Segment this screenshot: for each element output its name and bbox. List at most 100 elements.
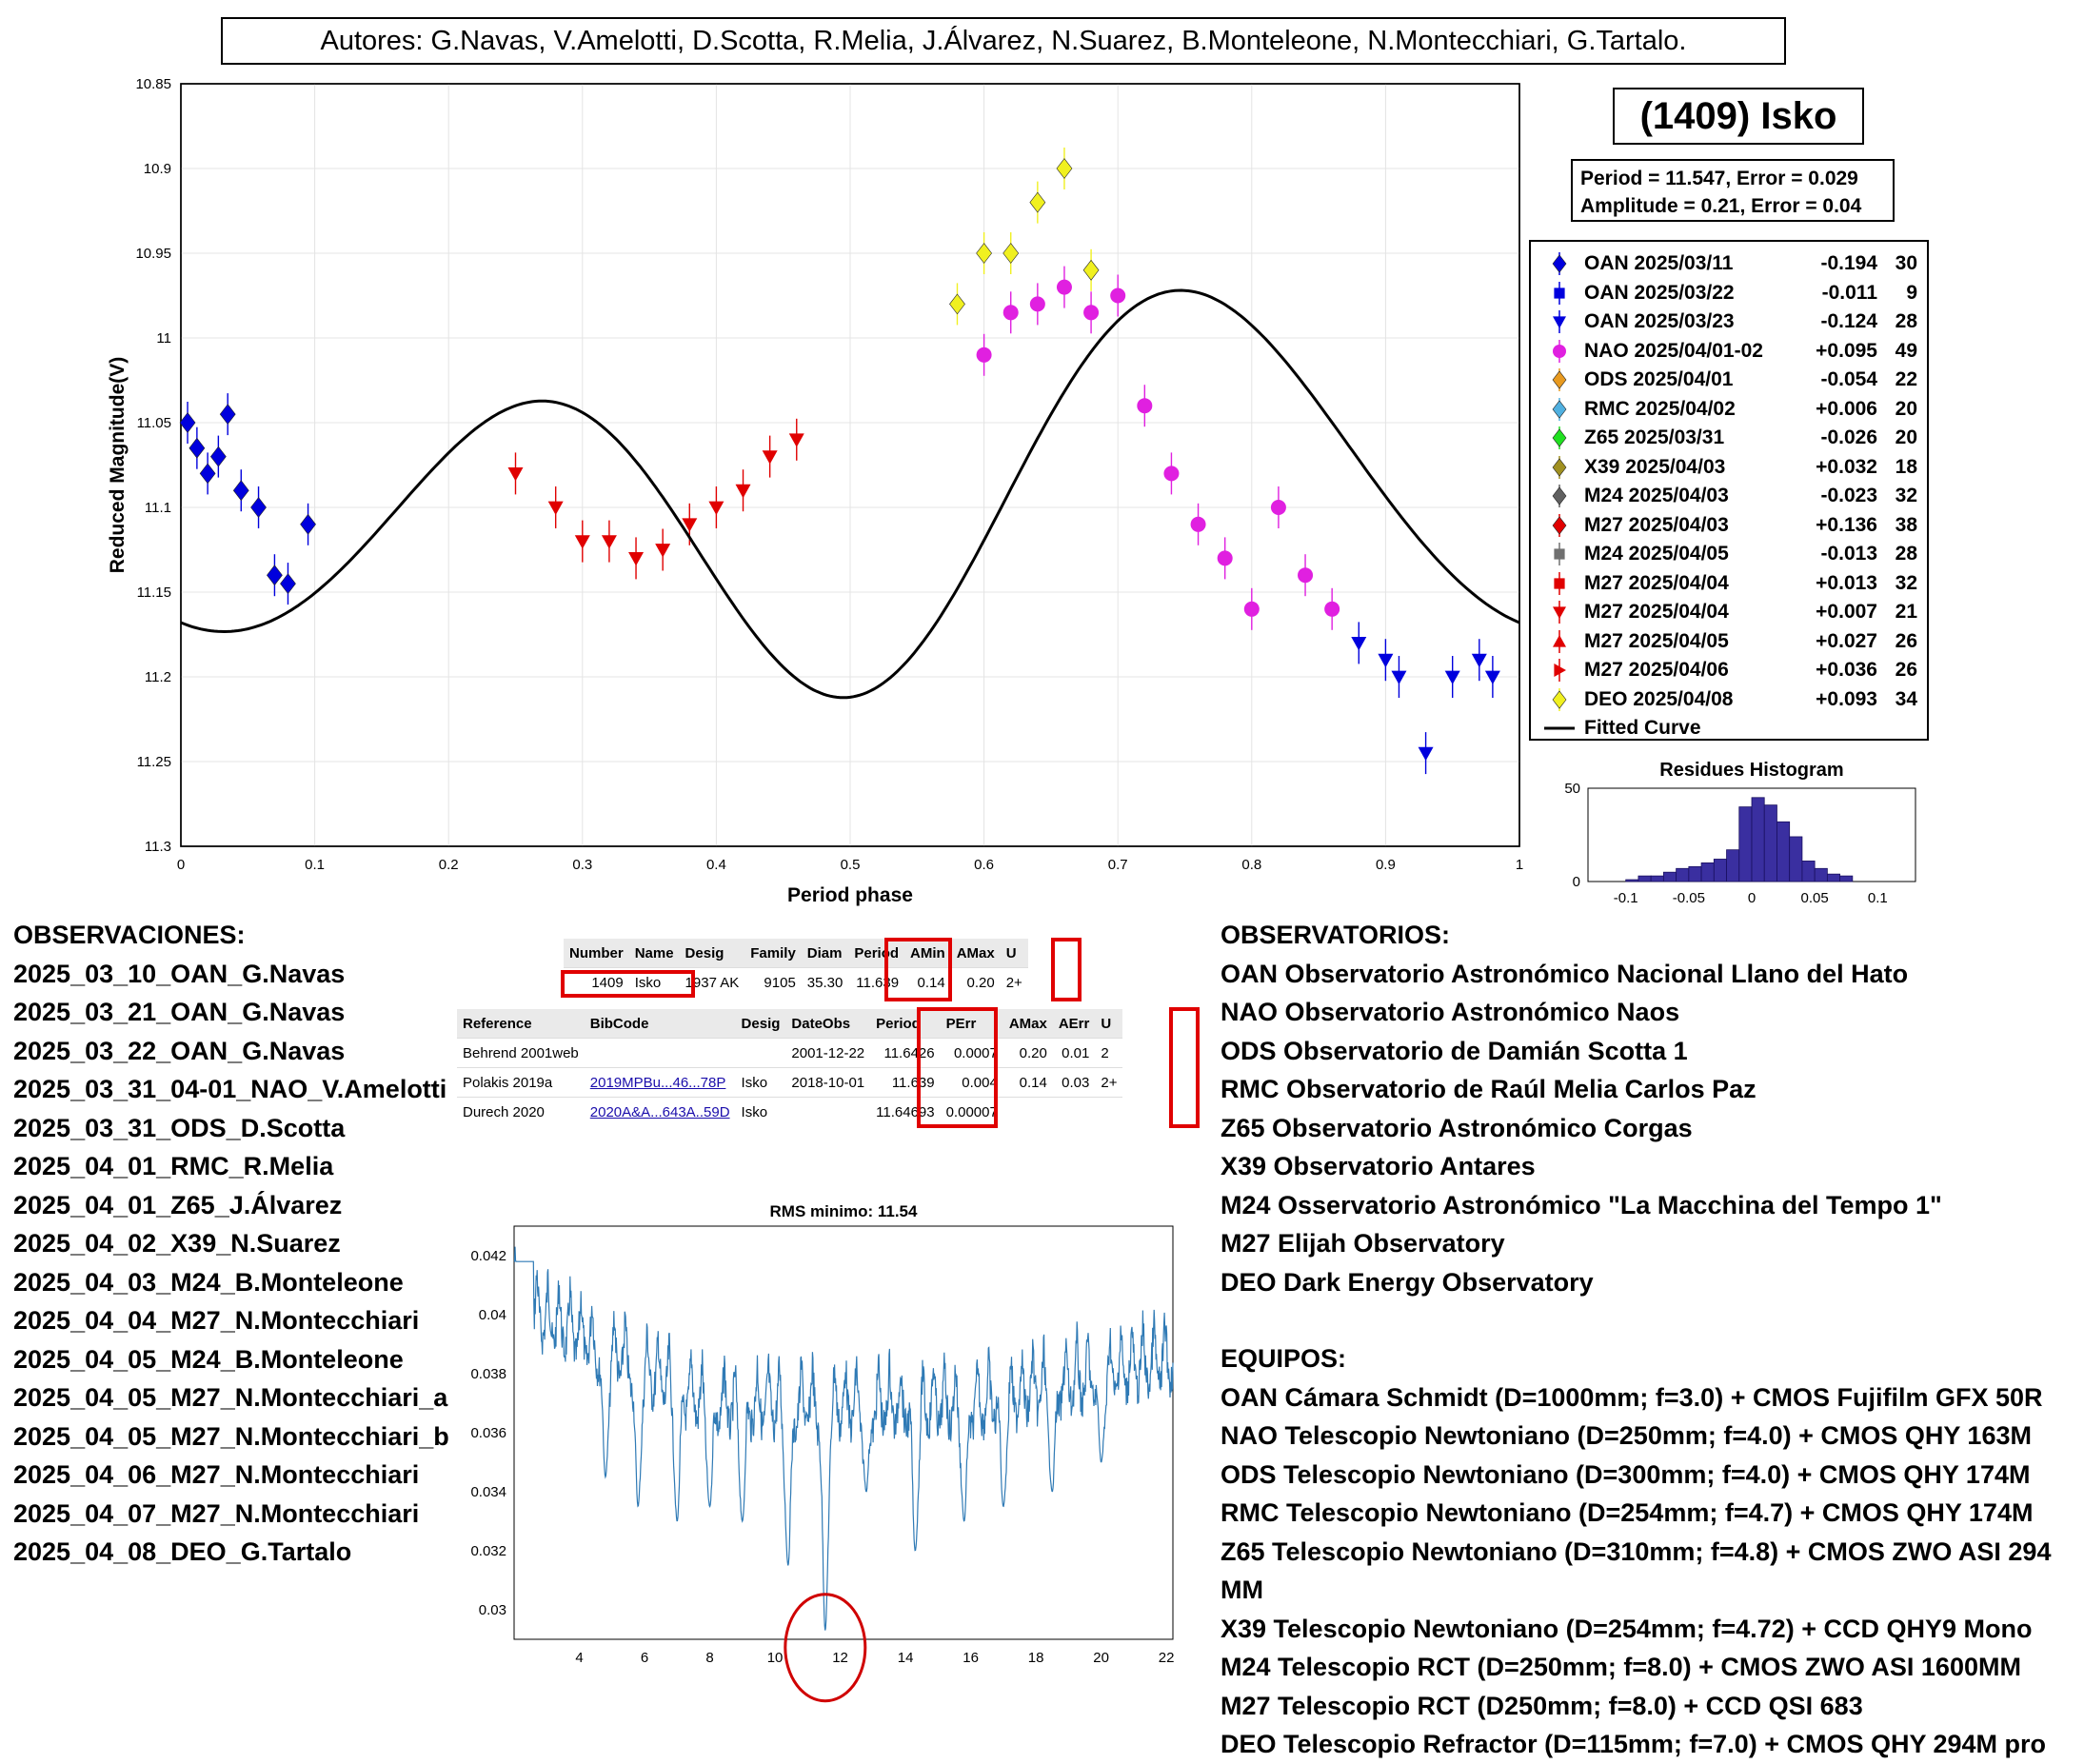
observation-item: 2025_04_08_DEO_G.Tartalo bbox=[13, 1537, 352, 1566]
legend-marker bbox=[1552, 370, 1567, 389]
histogram-bar bbox=[1839, 875, 1854, 882]
histogram-bar bbox=[1700, 862, 1715, 882]
data-point bbox=[682, 518, 698, 532]
legend-marker-icon bbox=[1553, 629, 1566, 653]
data-point bbox=[574, 535, 590, 549]
data-point bbox=[1418, 746, 1434, 762]
legend-marker-icon bbox=[1552, 368, 1567, 391]
observatory-item: ODS Observatorio de Damián Scotta 1 bbox=[1221, 1036, 1688, 1065]
data-point bbox=[1163, 466, 1180, 482]
legend-marker-icon bbox=[1544, 726, 1575, 730]
table-row: Behrend 2001web 2001-12-22 11.6426 0.0007 0.… bbox=[457, 1038, 1123, 1068]
bibcode-link[interactable]: 2020A&A...643A..59D bbox=[584, 1097, 736, 1126]
leg-n-text: 26 bbox=[1895, 629, 1917, 652]
legend-entry: OAN 2025/03/11 -0.194 30 bbox=[1531, 249, 1927, 278]
legend-marker bbox=[1552, 515, 1567, 535]
bibcode-link[interactable]: 2019MPBu...46...78P bbox=[584, 1067, 736, 1098]
leg-off-text: +0.093 bbox=[1816, 687, 1877, 710]
legend-entry: M27 2025/04/05 +0.027 26 bbox=[1531, 627, 1927, 656]
leg-off-text: -0.026 bbox=[1820, 426, 1877, 448]
rms-frame bbox=[513, 1225, 1174, 1640]
legend-marker-icon bbox=[1552, 397, 1567, 421]
rms-x-tick: 4 bbox=[575, 1650, 583, 1666]
observation-item: 2025_04_01_Z65_J.Álvarez bbox=[13, 1190, 343, 1219]
data-point bbox=[762, 450, 778, 465]
data-point bbox=[1378, 653, 1394, 668]
leg-name-text: M27 2025/04/03 bbox=[1584, 513, 1729, 536]
data-point bbox=[1082, 259, 1100, 281]
x-tick-label: 0.9 bbox=[1376, 857, 1396, 873]
data-point bbox=[1444, 670, 1460, 684]
legend-marker bbox=[1554, 548, 1565, 560]
data-point bbox=[267, 565, 283, 586]
histogram-y-tick: 50 bbox=[1564, 781, 1580, 797]
leg-name-text: M27 2025/04/04 bbox=[1584, 601, 1729, 623]
table-header: U bbox=[1000, 939, 1028, 968]
legend-marker bbox=[1552, 254, 1567, 273]
leg-n-text: 26 bbox=[1895, 659, 1917, 681]
data-point bbox=[1137, 398, 1153, 414]
equipment-item: ODS Telescopio Newtoniano (D=300mm; f=4.… bbox=[1221, 1459, 2031, 1489]
rms-periodogram: RMS minimo: 11.54 4 6 8 10 12 14 16 18 20 22 0.03 0.… bbox=[470, 1202, 1174, 1703]
legend-entry: NAO 2025/04/01-02 +0.095 49 bbox=[1531, 337, 1927, 366]
data-point bbox=[1391, 670, 1407, 684]
histogram-bar bbox=[1662, 871, 1677, 882]
histogram-y-tick: 0 bbox=[1573, 874, 1580, 890]
data-point bbox=[788, 433, 804, 447]
data-point bbox=[601, 535, 617, 549]
table-cell: 0.004 bbox=[940, 1067, 1003, 1098]
rms-line bbox=[513, 1246, 1174, 1631]
data-point bbox=[209, 446, 227, 467]
observation-item: 2025_04_05_M24_B.Monteleone bbox=[13, 1344, 404, 1374]
equipment-item: RMC Telescopio Newtoniano (D=254mm; f=4.… bbox=[1221, 1498, 2034, 1527]
leg-off-text: -0.124 bbox=[1820, 310, 1877, 332]
data-point bbox=[1056, 158, 1073, 179]
histogram-bar bbox=[1676, 867, 1690, 882]
spacer bbox=[1221, 1301, 2084, 1339]
data-point bbox=[232, 480, 249, 502]
histogram-x-tick: -0.1 bbox=[1614, 890, 1638, 906]
observation-item: 2025_03_10_OAN_G.Navas bbox=[13, 959, 346, 988]
observation-item: 2025_04_05_M27_N.Montecchiari_b bbox=[13, 1421, 449, 1451]
leg-off-text: +0.013 bbox=[1816, 571, 1877, 594]
observation-item: 2025_04_05_M27_N.Montecchiari_a bbox=[13, 1383, 448, 1412]
residues-histogram: Residues Histogram -0.1 -0.05 0 0.05 0.1 0 50 bbox=[1564, 760, 1916, 906]
legend-marker-icon bbox=[1554, 571, 1565, 595]
table-cell: 0.14 bbox=[1002, 1067, 1053, 1098]
legend-marker bbox=[1552, 457, 1567, 477]
leg-name-text: M27 2025/04/04 bbox=[1584, 571, 1729, 594]
legend-entry: RMC 2025/04/02 +0.006 20 bbox=[1531, 395, 1927, 424]
leg-off-text: +0.136 bbox=[1816, 513, 1877, 536]
observation-item: 2025_03_31_04-01_NAO_V.Amelotti bbox=[13, 1075, 447, 1103]
observatory-item: OAN Observatorio Astronómico Nacional Ll… bbox=[1221, 959, 1909, 988]
table-cell bbox=[785, 1097, 871, 1126]
fitted-curve bbox=[180, 288, 1520, 700]
legend-marker-icon bbox=[1554, 281, 1565, 305]
data-point bbox=[1002, 243, 1020, 264]
data-point bbox=[1110, 287, 1126, 304]
authors-box: Autores: G.Navas, V.Amelotti, D.Scotta, … bbox=[221, 17, 1786, 65]
leg-name-text: OAN 2025/03/23 bbox=[1584, 310, 1735, 332]
rms-y-tick: 0.036 bbox=[470, 1425, 506, 1441]
x-tick-label: 0.2 bbox=[439, 857, 459, 873]
legend-marker-icon bbox=[1553, 339, 1566, 363]
table-header: DateObs bbox=[785, 1009, 871, 1039]
highlight-u-summary bbox=[1051, 938, 1082, 1001]
leg-name-text: M24 2025/04/03 bbox=[1584, 485, 1729, 506]
legend-entry: X39 2025/04/03 +0.032 18 bbox=[1531, 453, 1927, 482]
y-tick-label: 11.3 bbox=[145, 839, 171, 855]
equipment-item: X39 Telescopio Newtoniano (D=254mm; f=4.… bbox=[1221, 1614, 2033, 1643]
data-point bbox=[300, 513, 316, 535]
data-point bbox=[1029, 191, 1046, 213]
equipment-item: M24 Telescopio RCT (D=250mm; f=8.0) + CM… bbox=[1221, 1653, 2021, 1681]
observatories-heading: OBSERVATORIOS: bbox=[1221, 921, 1451, 949]
x-tick-label: 0.6 bbox=[974, 857, 994, 873]
equipment-item: NAO Telescopio Newtoniano (D=250mm; f=4.… bbox=[1221, 1421, 2032, 1450]
data-point bbox=[1056, 279, 1072, 295]
data-point bbox=[1029, 296, 1045, 312]
leg-n-text: 30 bbox=[1895, 252, 1917, 274]
data-point bbox=[735, 484, 751, 499]
histogram-bar bbox=[1726, 849, 1740, 882]
histogram-x-tick: -0.05 bbox=[1673, 890, 1705, 906]
leg-n-text: 9 bbox=[1906, 281, 1917, 304]
